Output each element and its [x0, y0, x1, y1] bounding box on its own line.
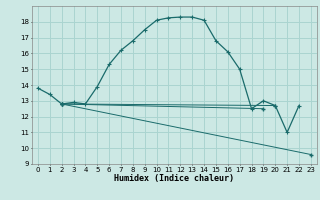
X-axis label: Humidex (Indice chaleur): Humidex (Indice chaleur) — [115, 174, 234, 183]
